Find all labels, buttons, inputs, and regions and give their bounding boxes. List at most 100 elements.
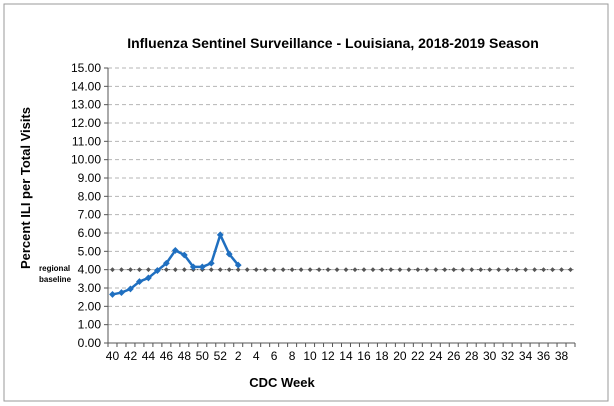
baseline-point: [172, 267, 178, 273]
baseline-point: [307, 267, 313, 273]
x-tick-label: 40: [106, 349, 120, 363]
x-tick-label: 10: [303, 349, 317, 363]
regional-baseline-series: [110, 267, 573, 273]
ili-point: [234, 261, 242, 269]
baseline-point: [316, 267, 322, 273]
baseline-point: [487, 267, 493, 273]
baseline-point: [361, 267, 367, 273]
baseline-point: [496, 267, 502, 273]
baseline-point: [128, 267, 133, 273]
baseline-point: [370, 267, 376, 273]
x-tick-label: 18: [375, 349, 389, 363]
chart-title: Influenza Sentinel Surveillance - Louisi…: [127, 35, 539, 51]
baseline-point: [424, 267, 430, 273]
baseline-point: [334, 267, 340, 273]
x-tick-label: 34: [519, 349, 533, 363]
x-tick-label: 28: [465, 349, 479, 363]
ili-point: [180, 251, 188, 259]
y-gridlines: [104, 67, 575, 344]
baseline-point: [469, 267, 475, 273]
ili-point: [136, 278, 143, 285]
baseline-point: [568, 267, 573, 273]
baseline-point: [280, 267, 286, 273]
y-tick-label: 12.00: [71, 116, 101, 130]
x-tick-label: 6: [271, 349, 278, 363]
ili-point: [189, 263, 197, 271]
ili-point: [153, 267, 161, 274]
y-tick-label: 0.00: [78, 336, 102, 350]
y-tick-label: 3.00: [78, 281, 102, 295]
x-tick-label: 38: [555, 349, 569, 363]
y-axis-label: Percent ILI per Total Visits: [18, 107, 33, 269]
baseline-point: [208, 267, 214, 273]
y-tick-label: 10.00: [71, 153, 101, 167]
y-tick-label: 1.00: [78, 318, 102, 332]
x-tick-labels: 40 42 44 46 48 50 52 2 4 6 8 10 12 14 16 18 20 22 24 26 28 30…: [106, 349, 569, 363]
ili-point: [207, 259, 215, 267]
baseline-point: [262, 267, 268, 273]
x-tick-label: 46: [160, 349, 174, 363]
x-tick-label: 8: [289, 349, 296, 363]
baseline-point: [397, 267, 403, 273]
x-tick-label: 50: [196, 349, 210, 363]
ili-point: [225, 250, 233, 258]
y-tick-label: 5.00: [78, 244, 102, 258]
baseline-point: [298, 267, 304, 273]
ili-point: [118, 289, 125, 296]
baseline-point: [379, 267, 385, 273]
baseline-point: [478, 267, 484, 273]
ili-point: [216, 231, 224, 239]
baseline-point: [253, 267, 259, 273]
y-tick-label: 7.00: [78, 208, 102, 222]
x-tick-label: 22: [411, 349, 425, 363]
baseline-point: [550, 267, 555, 273]
ili-series: [109, 231, 242, 298]
x-tick-label: 20: [393, 349, 407, 363]
x-tick-label: 52: [214, 349, 228, 363]
baseline-annotation-line1: regional: [39, 264, 70, 273]
y-tick-label: 9.00: [78, 171, 102, 185]
baseline-point: [163, 267, 169, 273]
x-tick-label: 16: [357, 349, 371, 363]
baseline-point: [559, 267, 564, 273]
baseline-point: [181, 267, 187, 273]
x-tick-label: 14: [339, 349, 353, 363]
baseline-point: [289, 267, 295, 273]
ili-point: [109, 291, 116, 298]
chart-frame: [3, 3, 609, 402]
x-tick-label: 26: [447, 349, 461, 363]
x-tick-label: 24: [429, 349, 443, 363]
x-tick-label: 30: [483, 349, 497, 363]
y-tick-label: 14.00: [71, 79, 101, 93]
baseline-point: [460, 267, 466, 273]
ili-point: [198, 263, 206, 271]
baseline-point: [119, 267, 124, 273]
y-tick-label: 6.00: [78, 226, 102, 240]
baseline-point: [523, 267, 529, 273]
y-tick-label: 13.00: [71, 98, 101, 112]
baseline-point: [235, 267, 241, 273]
baseline-point: [244, 267, 250, 273]
x-axis-label: CDC Week: [249, 375, 315, 390]
axes: [107, 68, 576, 347]
baseline-point: [271, 267, 277, 273]
x-tick-label: 32: [501, 349, 515, 363]
baseline-point: [352, 267, 358, 273]
baseline-point: [505, 267, 511, 273]
y-tick-labels: 0.00 1.00 2.00 3.00 4.00 5.00 6.00 7.00 8.00 9.00…: [71, 61, 101, 350]
baseline-point: [433, 267, 439, 273]
baseline-point: [541, 267, 546, 273]
ili-point: [145, 274, 152, 282]
x-tick-label: 48: [178, 349, 192, 363]
x-tick-label: 44: [142, 349, 156, 363]
baseline-point: [343, 267, 349, 273]
y-tick-label: 15.00: [71, 61, 101, 75]
baseline-point: [388, 267, 394, 273]
x-tick-label: 2: [235, 349, 242, 363]
x-tick-label: 12: [321, 349, 335, 363]
baseline-point: [137, 267, 142, 273]
x-tick-label: 4: [253, 349, 260, 363]
baseline-point: [451, 267, 457, 273]
baseline-point: [442, 267, 448, 273]
